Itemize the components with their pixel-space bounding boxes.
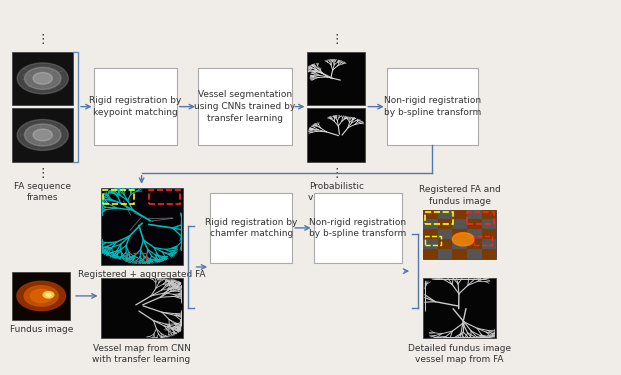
FancyBboxPatch shape [438,230,452,239]
FancyBboxPatch shape [467,219,481,230]
Circle shape [17,120,68,150]
FancyBboxPatch shape [423,210,438,219]
FancyBboxPatch shape [423,219,438,230]
FancyBboxPatch shape [12,108,73,162]
FancyBboxPatch shape [423,249,438,259]
Text: Registered FA and
fundus image: Registered FA and fundus image [419,185,501,206]
Text: Vessel map from CNN
with transfer learning: Vessel map from CNN with transfer learni… [93,344,191,364]
FancyBboxPatch shape [438,249,452,259]
FancyBboxPatch shape [438,210,452,219]
FancyBboxPatch shape [467,210,481,219]
Circle shape [43,292,54,298]
Circle shape [46,293,51,296]
FancyBboxPatch shape [198,68,292,145]
Circle shape [24,286,58,306]
FancyBboxPatch shape [307,108,365,162]
FancyBboxPatch shape [467,249,481,259]
Circle shape [24,124,61,146]
FancyBboxPatch shape [452,230,467,239]
FancyBboxPatch shape [467,239,481,249]
FancyBboxPatch shape [423,230,438,239]
FancyBboxPatch shape [438,219,452,230]
Text: FA sequence
frames: FA sequence frames [14,182,71,203]
Text: Non-rigid registration
by b-spline transform: Non-rigid registration by b-spline trans… [309,217,406,238]
Text: Probabilistic
vessel maps: Probabilistic vessel maps [309,182,365,203]
FancyBboxPatch shape [101,188,183,265]
Circle shape [30,290,52,303]
Text: Rigid registration by
chamfer matching: Rigid registration by chamfer matching [205,217,297,238]
Text: Vessel segmentation
using CNNs trained by
transfer learning: Vessel segmentation using CNNs trained b… [194,90,296,123]
Text: Rigid registration by
keypoint matching: Rigid registration by keypoint matching [89,96,182,117]
FancyBboxPatch shape [94,68,176,145]
Text: Detailed fundus image
vessel map from FA: Detailed fundus image vessel map from FA [408,344,511,364]
Circle shape [33,72,52,84]
FancyBboxPatch shape [481,239,496,249]
FancyBboxPatch shape [452,239,467,249]
FancyBboxPatch shape [452,249,467,259]
FancyBboxPatch shape [423,210,496,259]
FancyBboxPatch shape [12,51,73,105]
FancyBboxPatch shape [210,193,292,263]
FancyBboxPatch shape [101,278,183,338]
FancyBboxPatch shape [452,219,467,230]
Circle shape [17,63,68,94]
FancyBboxPatch shape [452,210,467,219]
Circle shape [452,233,474,246]
Circle shape [24,68,61,89]
FancyBboxPatch shape [467,230,481,239]
FancyBboxPatch shape [12,272,70,320]
FancyBboxPatch shape [481,210,496,219]
FancyBboxPatch shape [481,230,496,239]
FancyBboxPatch shape [423,239,438,249]
Circle shape [17,281,65,310]
FancyBboxPatch shape [423,278,496,338]
Text: ⋮: ⋮ [330,33,343,46]
FancyBboxPatch shape [314,193,402,263]
Text: Registered + aggregated FA
vessel map: Registered + aggregated FA vessel map [78,270,206,291]
Text: ⋮: ⋮ [330,167,343,180]
FancyBboxPatch shape [481,249,496,259]
Circle shape [33,129,52,141]
Text: ⋮: ⋮ [37,33,49,46]
FancyBboxPatch shape [386,68,478,145]
Text: Non-rigid registration
by b-spline transform: Non-rigid registration by b-spline trans… [384,96,481,117]
FancyBboxPatch shape [438,239,452,249]
Text: Fundus image: Fundus image [9,325,73,334]
FancyBboxPatch shape [307,51,365,105]
FancyBboxPatch shape [481,219,496,230]
Text: ⋮: ⋮ [37,167,49,180]
